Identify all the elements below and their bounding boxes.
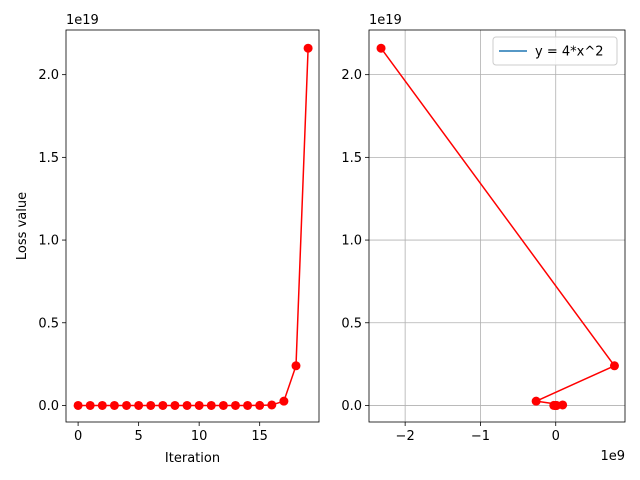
y-tick-label: 0.5: [341, 316, 362, 331]
data-point: [376, 43, 386, 53]
data-point: [230, 400, 240, 410]
y-tick-label: 2.0: [38, 68, 59, 83]
data-point: [206, 400, 216, 410]
data-point: [122, 400, 132, 410]
x-offset-label: 1e9: [600, 449, 625, 464]
data-point: [303, 43, 313, 53]
x-tick-label: 15: [251, 429, 268, 444]
y-tick-label: 1.0: [341, 234, 362, 249]
x-tick-label: −2: [396, 429, 415, 444]
y-tick-label: 1.5: [38, 151, 59, 166]
x-axis-label: Iteration: [165, 451, 220, 466]
data-point: [279, 396, 289, 406]
y-tick-label: 1.0: [38, 234, 59, 249]
data-point: [255, 400, 265, 410]
data-point: [170, 400, 180, 410]
x-tick-label: 0: [552, 429, 560, 444]
data-point: [291, 361, 301, 371]
x-tick-label: 5: [134, 429, 142, 444]
left-chart: 0 5 10 15 0.0 0.5 1.0 1.5 2.0 1e19 Iteration Loss v…: [15, 13, 320, 466]
y-tick-label: 2.0: [341, 68, 362, 83]
legend-box: [492, 36, 618, 66]
data-point: [146, 400, 156, 410]
data-point: [182, 400, 192, 410]
y-tick-label: 0.0: [38, 399, 59, 414]
data-point: [609, 361, 619, 371]
data-point: [158, 400, 168, 410]
x-tick-label: 10: [191, 429, 208, 444]
data-point: [73, 400, 83, 410]
data-point: [558, 400, 568, 410]
right-chart: −2 −1 0 0.0 0.5 1.0 1.5 2.0 1e19 1e9 y = 4*x^2: [341, 13, 626, 464]
data-point: [194, 400, 204, 410]
y-offset-label: 1e19: [369, 13, 402, 28]
y-axis-label: Loss value: [15, 192, 30, 260]
y-tick-label: 1.5: [341, 151, 362, 166]
data-point: [85, 400, 95, 410]
axes-frame: [65, 29, 320, 423]
legend: y = 4*x^2: [492, 36, 618, 66]
axes-frame: [368, 29, 626, 423]
data-point: [134, 400, 144, 410]
data-point: [267, 400, 277, 410]
y-tick-label: 0.5: [38, 316, 59, 331]
data-point: [109, 400, 119, 410]
data-point: [218, 400, 228, 410]
x-tick-label: 0: [74, 429, 82, 444]
data-point: [531, 396, 541, 406]
legend-label: y = 4*x^2: [535, 45, 603, 60]
y-tick-label: 0.0: [341, 399, 362, 414]
data-point: [549, 400, 559, 410]
data-point: [97, 400, 107, 410]
data-point: [243, 400, 253, 410]
y-offset-label: 1e19: [66, 13, 99, 28]
x-tick-label: −1: [471, 429, 490, 444]
